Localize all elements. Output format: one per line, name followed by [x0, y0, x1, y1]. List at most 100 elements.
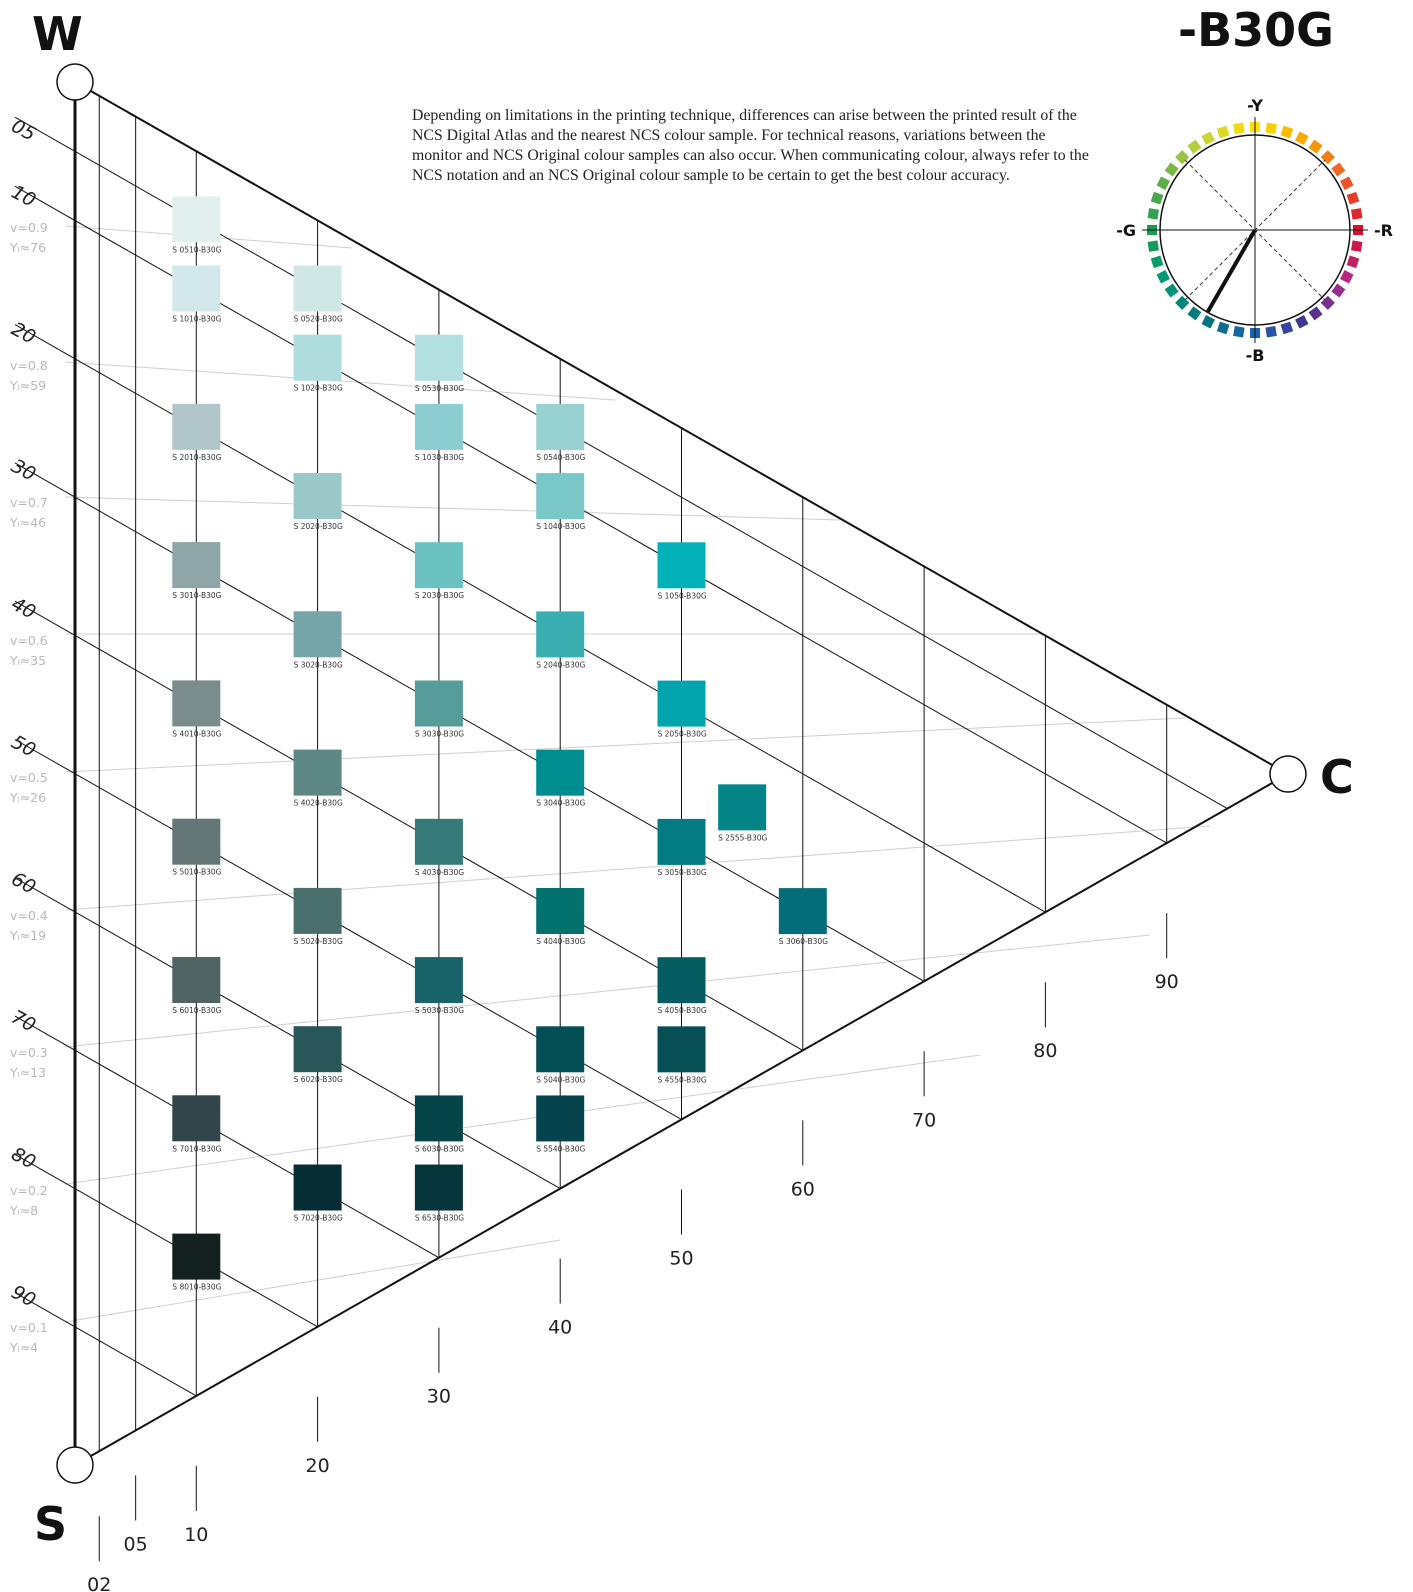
blackness-tick-label: 80 [8, 1143, 40, 1174]
black-corner-label: S [34, 1497, 67, 1551]
value-line [64, 1054, 981, 1185]
swatch-chip [657, 1026, 706, 1073]
hue-segment [1216, 125, 1230, 139]
swatch-chip [293, 611, 342, 658]
color-swatch: S 4050-B30G [657, 957, 707, 1015]
swatch-chip [172, 1095, 221, 1142]
luminance-label: Yₗ≈76 [9, 240, 46, 255]
value-label: v=0.3 [10, 1045, 48, 1060]
value-label: v=0.9 [10, 220, 48, 235]
hue-segment [1320, 295, 1335, 310]
swatch-chip [414, 818, 463, 865]
color-swatch: S 1020-B30G [293, 334, 343, 393]
swatch-label: S 1020-B30G [294, 384, 343, 393]
blackness-tick-label: 40 [8, 593, 40, 624]
swatch-label: S 0540-B30G [536, 453, 585, 462]
swatch-label: S 6530-B30G [415, 1214, 464, 1223]
white-chroma-edge [74, 81, 1289, 775]
white-corner-label: W [32, 7, 83, 61]
chroma-tick-label: 30 [427, 1386, 451, 1408]
blackness-tick-label: 30 [8, 455, 40, 486]
swatch-chip [657, 542, 706, 589]
color-swatch: S 4020-B30G [293, 749, 343, 808]
swatch-label: S 1010-B30G [172, 315, 221, 324]
luminance-label: Yₗ≈13 [9, 1065, 46, 1080]
swatch-chip [536, 1026, 585, 1073]
value-label: v=0.5 [10, 770, 48, 785]
swatch-chip [293, 1026, 342, 1073]
value-line [64, 496, 841, 521]
color-swatch: S 3040-B30G [536, 749, 586, 808]
color-swatch: S 7020-B30G [293, 1164, 343, 1223]
color-swatch: S 7010-B30G [172, 1095, 222, 1153]
hue-segment [1265, 122, 1277, 134]
hue-segment [1340, 176, 1354, 190]
swatch-chip [172, 818, 221, 865]
color-swatch: S 3050-B30G [657, 818, 707, 877]
swatch-chip [778, 888, 827, 935]
swatch-chip [657, 818, 706, 865]
hue-segment [1147, 208, 1159, 220]
swatch-chip [536, 888, 585, 934]
value-label: v=0.1 [10, 1320, 48, 1335]
hue-segment [1201, 131, 1215, 145]
blackness-tick-label: 50 [8, 731, 40, 762]
value-line [64, 934, 1151, 1048]
swatch-chip [657, 680, 706, 727]
swatch-chip [172, 403, 221, 450]
hue-segment [1351, 240, 1363, 252]
color-swatch: S 0520-B30G [293, 265, 343, 324]
hue-segment [1351, 208, 1363, 220]
swatch-chip [172, 680, 221, 727]
wheel-label-left: -G [1116, 221, 1136, 240]
swatch-chip [293, 265, 342, 312]
swatch-chip [172, 1233, 221, 1280]
chroma-tick-label: 02 [87, 1574, 111, 1592]
luminance-label: Yₗ≈4 [9, 1340, 38, 1355]
swatch-chip [414, 680, 463, 727]
luminance-label: Yₗ≈8 [9, 1203, 38, 1218]
color-swatch: S 5540-B30G [536, 1095, 586, 1153]
chroma-corner-node [1269, 755, 1307, 793]
color-swatch: S 4010-B30G [172, 680, 222, 738]
luminance-label: Yₗ≈26 [9, 790, 46, 805]
swatch-chip [414, 403, 463, 450]
luminance-label: Yₗ≈19 [9, 928, 46, 943]
swatch-label: S 3040-B30G [536, 799, 585, 808]
value-label: v=0.2 [10, 1183, 48, 1198]
swatch-label: S 3010-B30G [172, 591, 221, 600]
swatch-chip [414, 1164, 463, 1211]
hue-segment [1331, 162, 1346, 177]
color-swatch: S 5010-B30G [172, 818, 222, 877]
swatch-chip [536, 611, 585, 658]
hue-segment [1150, 255, 1164, 269]
swatch-label: S 0510-B30G [172, 245, 221, 254]
color-swatch: S 3010-B30G [172, 542, 222, 600]
hue-title: -B30G [1178, 3, 1334, 57]
hue-segment [1280, 321, 1294, 335]
chroma-corner-label: C [1320, 750, 1354, 804]
hue-segment [1346, 255, 1360, 269]
hue-segment [1156, 270, 1170, 284]
color-swatch: S 4550-B30G [657, 1026, 707, 1084]
swatch-chip [536, 749, 585, 796]
color-swatch: S 0540-B30G [536, 403, 586, 462]
black-corner-node [56, 1446, 94, 1484]
blackness-tick-label: 20 [8, 318, 40, 349]
hue-wheel: -Y -B -G -R [1116, 96, 1393, 365]
swatch-label: S 5020-B30G [294, 937, 343, 946]
disclaimer-text: Depending on limitations in the printing… [412, 107, 1089, 184]
swatch-chip [172, 196, 221, 243]
hue-segment [1295, 131, 1309, 145]
swatch-label: S 4030-B30G [415, 868, 464, 877]
swatch-label: S 1050-B30G [658, 591, 707, 600]
color-swatch: S 1030-B30G [414, 403, 464, 462]
color-swatch: S 2050-B30G [657, 680, 707, 739]
chroma-tick-label: 50 [669, 1248, 693, 1270]
swatch-label: S 5040-B30G [536, 1075, 585, 1084]
color-swatch: S 2040-B30G [536, 611, 586, 669]
blackness-tick-label: 70 [8, 1006, 40, 1037]
swatch-chip [657, 957, 706, 1004]
swatch-chip [293, 334, 342, 381]
